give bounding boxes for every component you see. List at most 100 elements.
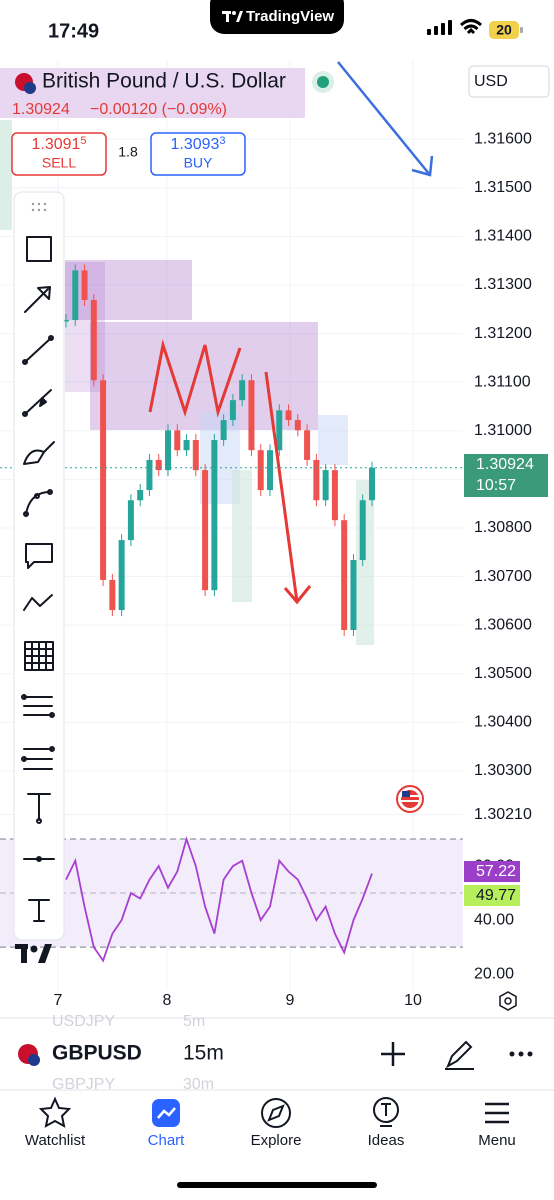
candle [155, 459, 162, 471]
nav-label[interactable]: Chart [148, 1132, 186, 1149]
last-price-box [464, 454, 548, 497]
candle [100, 380, 107, 580]
currency-box[interactable] [468, 65, 550, 98]
candle [202, 470, 209, 591]
currency[interactable]: USD [474, 73, 508, 90]
tool-fib-ext[interactable] [21, 746, 55, 770]
down-arrow [264, 371, 312, 605]
time-axis: 7 8 9 10 [54, 992, 422, 1009]
buy-label[interactable]: BUY [184, 155, 213, 171]
rsi-ma-box [464, 885, 520, 906]
more-icon[interactable] [509, 1051, 533, 1057]
candle [322, 470, 329, 501]
time-tick-label: 9 [286, 992, 295, 1009]
nav-icon-menu[interactable] [485, 1102, 509, 1124]
candle [313, 459, 320, 501]
candle [146, 459, 153, 491]
y-tick-label: 1.30300 [474, 762, 532, 779]
tool-path[interactable] [23, 594, 53, 611]
candle [192, 440, 199, 471]
sell-button[interactable] [11, 132, 107, 176]
sell-price[interactable]: 1.30915 [31, 135, 86, 153]
tool-text[interactable] [28, 899, 50, 922]
nav-label[interactable]: Watchlist [25, 1132, 86, 1149]
candle [165, 430, 171, 471]
symbol-interval[interactable]: 5m [183, 1013, 205, 1030]
candle [304, 430, 311, 460]
symbol-name[interactable]: USDJPY [52, 1013, 115, 1030]
symbol-interval[interactable]: 30m [183, 1076, 214, 1093]
symbol-title: British Pound / U.S. Dollar [42, 70, 286, 93]
tool-callout[interactable] [25, 543, 53, 569]
drawing-toolbar [13, 191, 65, 941]
signal-icon [427, 20, 452, 35]
sell-price-main[interactable]: 1.3091 [31, 136, 80, 153]
symbol-interval[interactable]: 15m [183, 1042, 224, 1065]
candle [137, 490, 144, 501]
settings-icon-center[interactable] [504, 997, 512, 1005]
sell-pip[interactable]: 5 [80, 135, 86, 147]
brand-name: TradingView [246, 8, 334, 25]
battery-level: 20 [496, 22, 512, 38]
nav-label[interactable]: Menu [478, 1132, 516, 1149]
rsi-tick-label: 40.00 [474, 911, 514, 928]
add-icon[interactable] [381, 1042, 405, 1066]
tool-fib[interactable] [21, 694, 55, 718]
candle [369, 467, 375, 501]
symbol-name[interactable]: GBPJPY [52, 1076, 115, 1093]
blue-arrow [337, 61, 434, 177]
nav-icon-explore[interactable] [261, 1098, 291, 1128]
nav-icon-explore-needle[interactable] [267, 1104, 285, 1122]
buy-pip[interactable]: 3 [219, 135, 225, 147]
nav-labels: Watchlist Chart Explore Ideas Menu [25, 1132, 516, 1149]
symbol-flag-us [28, 1054, 40, 1066]
candle [174, 430, 181, 451]
tool-trend-line[interactable] [22, 335, 54, 365]
tool-measure[interactable] [27, 793, 51, 824]
tool-arrow[interactable] [24, 286, 51, 313]
candle [285, 410, 292, 421]
settings-icon[interactable] [499, 991, 517, 1011]
y-tick-label: 1.31200 [474, 325, 532, 342]
tool-horizontal-line[interactable] [23, 856, 55, 862]
candle [248, 380, 255, 451]
draw-icon[interactable] [445, 1040, 474, 1070]
candle [331, 470, 338, 521]
candle [90, 300, 97, 381]
nav-icon-ideas-detail[interactable] [380, 1103, 392, 1127]
header-highlight [0, 68, 305, 118]
zigzag-drawing [148, 339, 242, 418]
toolbar-grip [31, 202, 47, 212]
tool-grid[interactable] [24, 641, 54, 671]
nav-icon-ideas[interactable] [373, 1097, 399, 1123]
candle [118, 540, 125, 611]
nav-label[interactable]: Ideas [368, 1132, 405, 1149]
time-tick-label: 8 [163, 992, 172, 1009]
sell-label[interactable]: SELL [42, 155, 76, 171]
tool-ray[interactable] [22, 389, 52, 417]
nav-icon-watchlist[interactable] [38, 1096, 72, 1128]
nav-label[interactable]: Explore [251, 1132, 302, 1149]
y-tick-label: 1.30500 [474, 665, 532, 682]
tool-curve[interactable] [23, 489, 53, 517]
last-price-label: 1.30924 [476, 456, 534, 473]
tool-rectangle[interactable] [26, 236, 52, 262]
y-tick-label: 1.31000 [474, 422, 532, 439]
buy-price[interactable]: 1.30933 [170, 135, 225, 153]
tool-brush[interactable] [23, 441, 55, 465]
symbol-name[interactable]: GBPUSD [52, 1042, 142, 1065]
candles [63, 264, 375, 636]
buy-price-main[interactable]: 1.3093 [170, 136, 219, 153]
buy-button[interactable] [150, 132, 246, 176]
y-tick-label: 1.30400 [474, 714, 532, 731]
candle [183, 440, 190, 451]
nav-icon-chart-line[interactable] [157, 1107, 176, 1119]
home-indicator [177, 1182, 377, 1188]
candle [359, 500, 366, 561]
candle [127, 500, 134, 541]
y-tick-label: 1.30210 [474, 806, 532, 823]
us-event-icon [396, 785, 424, 813]
last-price: 1.30924 [12, 101, 70, 118]
toolbar-panel [13, 191, 65, 941]
